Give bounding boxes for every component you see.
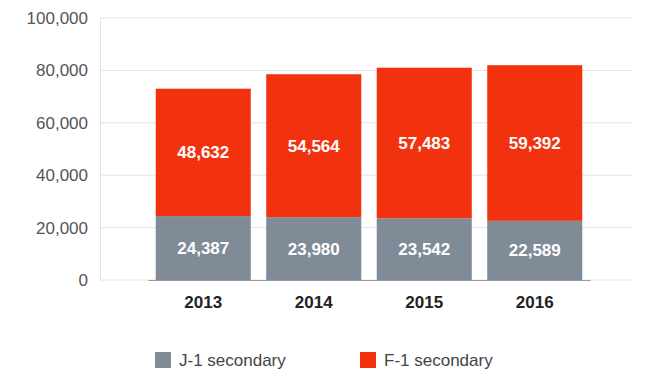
x-tick: 2013 — [184, 280, 222, 312]
x-tick-label: 2015 — [405, 293, 443, 312]
y-tick-label: 80,000 — [36, 61, 88, 80]
bar — [156, 89, 251, 216]
y-tick-label: 60,000 — [36, 114, 88, 133]
legend: J-1 secondary F-1 secondary — [155, 351, 493, 370]
y-tick: 20,000 — [36, 219, 100, 238]
y-tick: 100,000 — [27, 9, 100, 28]
data-label: 57,483 — [398, 134, 450, 153]
data-labels: 24,387 23,980 23,542 22,589 48,632 54,564 57,4… — [177, 134, 561, 260]
legend-swatch — [155, 352, 171, 368]
y-tick: 40,000 — [36, 166, 100, 185]
bar — [377, 218, 472, 280]
y-tick-label: 0 — [79, 271, 88, 290]
data-label: 23,542 — [398, 240, 450, 259]
y-tick: 60,000 — [36, 114, 100, 133]
chart: 0 20,000 40,000 60,000 80,000 100,000 24,387 23… — [0, 0, 650, 392]
data-label: 59,392 — [509, 134, 561, 153]
x-axis: 2013 2014 2015 2016 — [149, 280, 591, 312]
x-tick: 2015 — [405, 280, 443, 312]
bars — [156, 65, 583, 280]
data-label: 48,632 — [177, 143, 229, 162]
bar — [487, 221, 582, 280]
y-tick-label: 20,000 — [36, 219, 88, 238]
y-tick-label: 40,000 — [36, 166, 88, 185]
x-tick-label: 2013 — [184, 293, 222, 312]
data-label: 24,387 — [177, 239, 229, 258]
data-label: 22,589 — [509, 241, 561, 260]
x-tick-label: 2016 — [516, 293, 554, 312]
y-tick: 80,000 — [36, 61, 100, 80]
bar — [266, 217, 361, 280]
x-tick: 2014 — [295, 280, 333, 312]
y-tick-label: 100,000 — [27, 9, 88, 28]
bar — [377, 68, 472, 219]
bar — [266, 74, 361, 217]
y-axis-line — [100, 19, 101, 281]
y-tick: 0 — [79, 271, 100, 290]
grid-line — [100, 18, 632, 19]
x-tick: 2016 — [516, 280, 554, 312]
data-label: 54,564 — [288, 137, 341, 156]
legend-label: F-1 secondary — [384, 351, 493, 370]
x-tick-label: 2014 — [295, 293, 333, 312]
legend-label: J-1 secondary — [179, 351, 286, 370]
legend-swatch — [360, 352, 376, 368]
data-label: 23,980 — [288, 240, 340, 259]
y-axis: 0 20,000 40,000 60,000 80,000 100,000 — [27, 9, 101, 290]
bar — [487, 65, 582, 221]
bar — [156, 216, 251, 280]
grid — [100, 18, 632, 280]
x-axis-line — [149, 280, 591, 281]
